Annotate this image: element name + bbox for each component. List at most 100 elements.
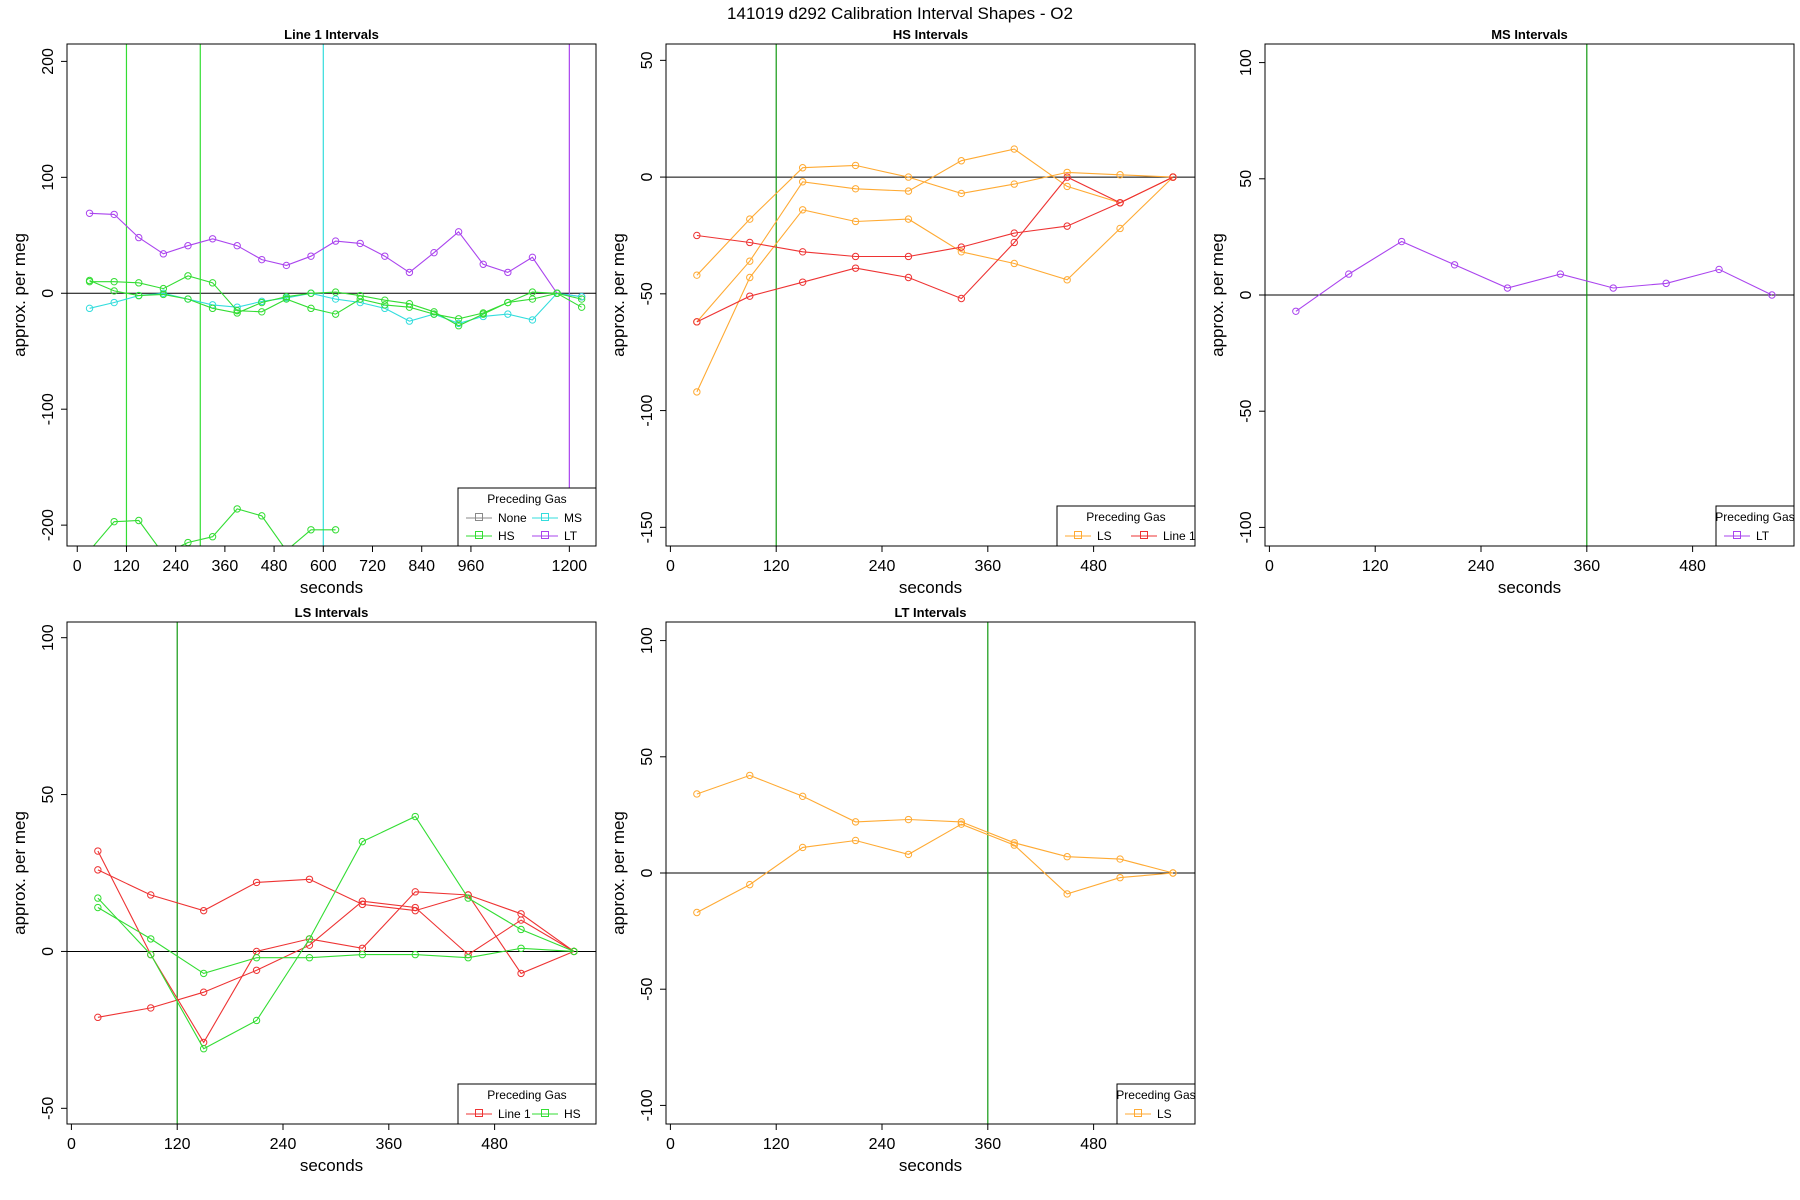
data-point <box>411 888 419 896</box>
data-point <box>282 293 291 301</box>
y-tick-label: -50 <box>40 1097 57 1120</box>
x-tick-label: 480 <box>261 558 288 575</box>
legend-box <box>1056 505 1196 547</box>
data-point <box>135 516 143 525</box>
data-point <box>851 818 860 826</box>
data-point <box>957 157 966 165</box>
data-point <box>1063 182 1071 191</box>
data-point <box>135 279 143 287</box>
data-point <box>1063 173 1071 181</box>
legend-swatch-marker <box>1733 531 1741 539</box>
data-point <box>570 947 578 956</box>
data-point <box>1503 284 1512 292</box>
y-tick-label: 0 <box>40 947 57 956</box>
data-point <box>479 260 487 268</box>
legend-label: LT <box>564 529 578 543</box>
data-point <box>307 304 315 313</box>
data-point <box>233 309 241 317</box>
x-axis-label: seconds <box>899 1156 962 1175</box>
data-point <box>746 771 754 780</box>
y-tick-label: 50 <box>639 748 656 766</box>
data-point <box>1345 270 1353 278</box>
data-point <box>1116 199 1124 207</box>
x-tick-label: 240 <box>270 1136 297 1153</box>
y-tick-label: 200 <box>40 48 57 75</box>
figure-title: 141019 d292 Calibration Interval Shapes … <box>727 4 1073 23</box>
data-point <box>1715 265 1723 274</box>
data-point <box>110 287 118 295</box>
legend-swatch-marker <box>475 531 483 539</box>
x-tick-label: 0 <box>666 1136 675 1153</box>
series-line <box>97 869 575 975</box>
data-point <box>1116 873 1124 882</box>
data-point <box>1063 890 1071 898</box>
legend-label: None <box>498 511 527 525</box>
data-point <box>1010 259 1018 268</box>
y-tick-label: 100 <box>1238 49 1255 76</box>
data-point <box>693 388 701 396</box>
y-axis-label: approx. per meg <box>10 811 29 935</box>
plot-frame <box>66 43 597 547</box>
data-point <box>1010 238 1018 247</box>
x-tick-label: 120 <box>1362 558 1389 575</box>
data-point <box>252 954 261 962</box>
data-point <box>1169 173 1177 181</box>
x-axis-label: seconds <box>300 578 363 597</box>
data-point <box>147 935 155 943</box>
legend: Preceding Gas LT <box>1715 505 1795 547</box>
data-point <box>110 210 118 219</box>
legend-label: LS <box>1157 1107 1172 1121</box>
legend-swatch-marker <box>541 513 549 521</box>
y-tick-label: -100 <box>639 394 656 426</box>
data-point <box>252 1016 261 1025</box>
data-point <box>517 944 525 952</box>
data-point <box>798 278 807 286</box>
series-group <box>85 209 586 546</box>
x-tick-label: 0 <box>666 558 675 575</box>
data-point <box>110 517 118 526</box>
data-point <box>798 178 807 186</box>
data-point <box>851 161 860 170</box>
data-point <box>1063 222 1071 230</box>
panel-5: LT Intervals 0 120 240 360 480 seconds -100 -50 0… <box>609 605 1196 1175</box>
panel-1: Line 1 Intervals 0 120 240 360 480 600 720 840 96… <box>10 27 597 597</box>
legend-swatch-marker <box>1134 1109 1142 1117</box>
series-line <box>97 850 575 1044</box>
data-point <box>85 276 94 285</box>
y-tick-label: -150 <box>639 511 656 543</box>
panel-title: HS Intervals <box>893 27 968 42</box>
x-tick-label: 1200 <box>552 558 588 575</box>
x-tick-label: 480 <box>1679 558 1706 575</box>
x-tick-label: 120 <box>763 1136 790 1153</box>
y-tick-label: -100 <box>1238 511 1255 543</box>
data-point <box>233 505 241 513</box>
data-point <box>904 850 913 859</box>
y-tick-label: 50 <box>40 786 57 804</box>
data-point <box>405 299 414 308</box>
data-point <box>1063 276 1071 284</box>
data-point <box>381 301 389 309</box>
data-point <box>356 239 364 248</box>
data-point <box>1450 261 1459 269</box>
panel-3: MS Intervals 0 120 240 360 480 seconds -100 -50 0… <box>1208 27 1795 597</box>
x-tick-label: 120 <box>164 1136 191 1153</box>
data-point <box>1010 841 1018 849</box>
data-point <box>577 293 586 301</box>
data-point <box>693 790 701 798</box>
data-point <box>199 1045 208 1053</box>
x-tick-label: 240 <box>869 1136 896 1153</box>
legend-swatch-marker <box>1140 531 1148 539</box>
y-tick-label: 50 <box>1238 170 1255 188</box>
data-point <box>851 185 860 193</box>
y-tick-label: 0 <box>639 173 656 182</box>
x-tick-label: 480 <box>1080 558 1107 575</box>
data-point <box>1063 168 1071 177</box>
data-point <box>746 257 754 265</box>
x-tick-label: 480 <box>1080 1136 1107 1153</box>
series-line <box>92 508 336 546</box>
data-point <box>957 248 966 256</box>
y-axis-label: approx. per meg <box>609 233 628 357</box>
data-point <box>1063 853 1071 861</box>
data-point <box>159 250 168 258</box>
data-point <box>94 894 102 902</box>
